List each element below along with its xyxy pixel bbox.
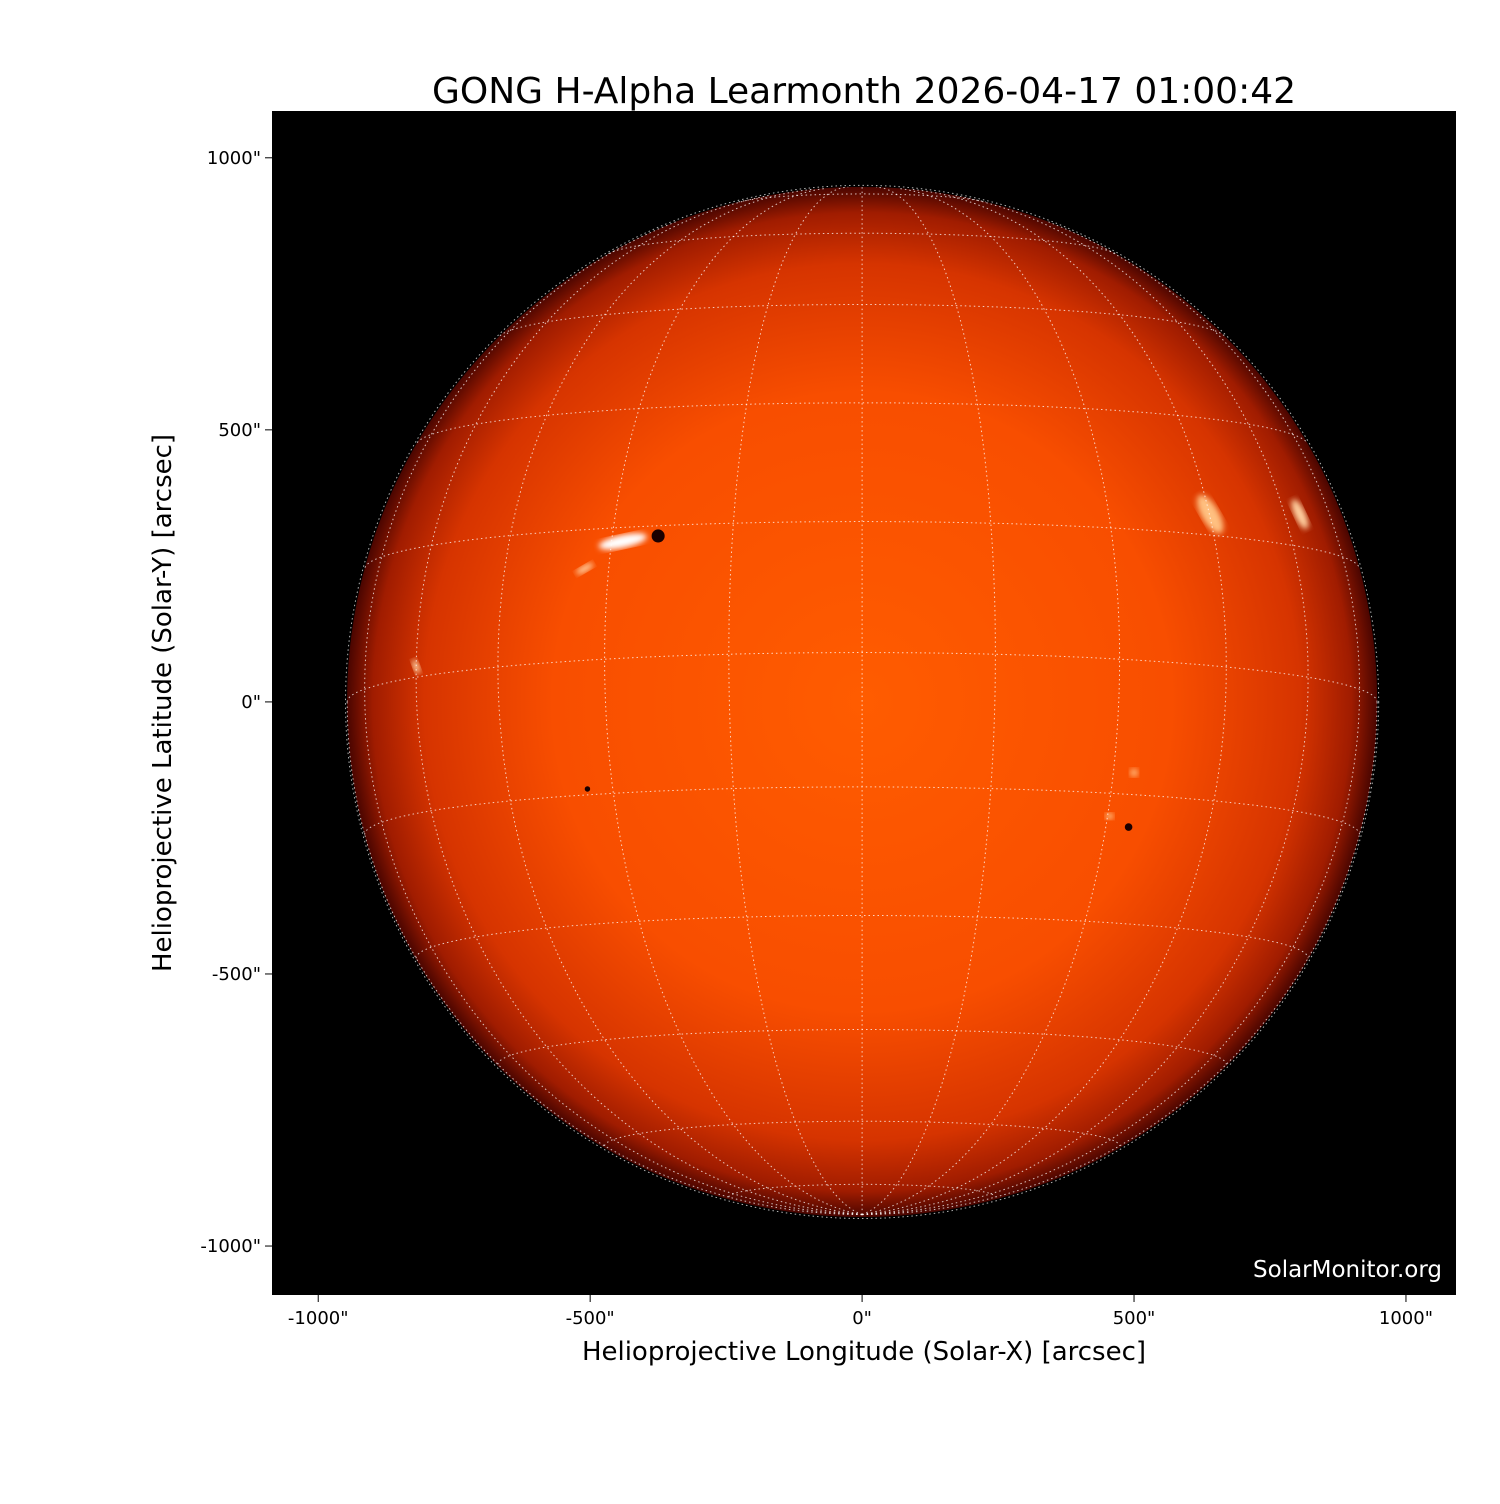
longitude-line	[364, 221, 863, 1216]
y-tick-label: 1000"	[207, 148, 261, 169]
x-axis-label: Helioprojective Longitude (Solar-X) [arc…	[582, 1337, 1146, 1367]
x-tick-label: 1000"	[1379, 1308, 1433, 1329]
longitude-line	[862, 221, 1361, 1216]
x-tick-label: 500"	[1113, 1308, 1156, 1329]
x-tick-label: -500"	[566, 1308, 615, 1329]
y-axis-label: Helioprojective Latitude (Solar-Y) [arcs…	[148, 434, 178, 972]
plage-region	[412, 659, 421, 674]
latitude-line	[364, 520, 1360, 568]
x-axis: -1000" -500" 0" 500" 1000"	[288, 1295, 1433, 1329]
sunspot	[584, 786, 591, 792]
x-tick-label: 0"	[852, 1308, 872, 1329]
latitude-line	[416, 402, 1308, 443]
plage-region	[1105, 812, 1114, 820]
sunspot	[1124, 823, 1133, 831]
watermark: SolarMonitor.org	[1253, 1257, 1442, 1283]
sunspot	[651, 529, 665, 543]
latitude-line	[728, 1183, 996, 1198]
y-tick-label: -1000"	[200, 1236, 261, 1257]
solar-disk	[347, 186, 1378, 1217]
x-tick-label: -1000"	[288, 1308, 349, 1329]
latitude-line	[604, 1120, 1121, 1146]
plage-region	[1196, 494, 1224, 534]
y-tick-label: 500"	[218, 420, 261, 441]
y-tick-label: 0"	[241, 692, 261, 713]
plage-region	[1129, 768, 1139, 777]
latitude-line	[346, 651, 1378, 702]
y-tick-label: -500"	[212, 964, 261, 985]
plage-region	[1291, 499, 1309, 530]
y-axis: 1000" 500" 0" -500" -1000"	[200, 148, 272, 1257]
chart-title: GONG H-Alpha Learmonth 2026-04-17 01:00:…	[432, 71, 1296, 112]
plage-region	[576, 562, 594, 575]
heliographic-grid	[345, 184, 1380, 1219]
limb-line	[345, 184, 1380, 1219]
